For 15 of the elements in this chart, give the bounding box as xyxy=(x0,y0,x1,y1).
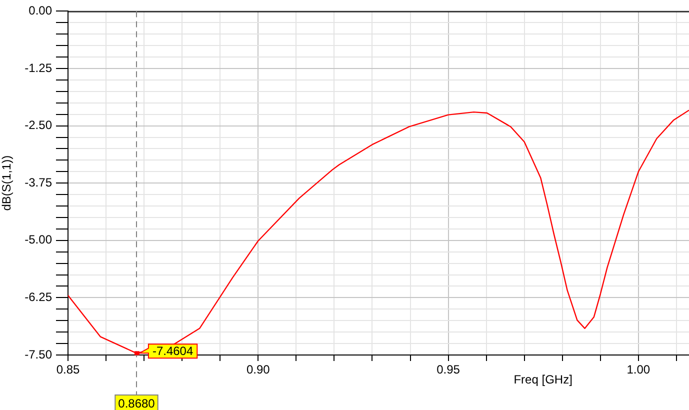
ref-line-label: 0.8680 xyxy=(118,396,156,410)
x-tick-label: 1.00 xyxy=(626,362,650,377)
y-tick-label: 0.00 xyxy=(28,4,52,18)
x-tick-label: 0.85 xyxy=(56,362,80,377)
y-tick-label: -2.50 xyxy=(24,118,52,132)
y-tick-label: -1.25 xyxy=(24,60,52,75)
x-axis-title: Freq [GHz] xyxy=(514,372,572,386)
y-tick-label: -5.00 xyxy=(24,232,52,247)
x-tick-label: 0.90 xyxy=(246,362,270,377)
y-tick-label: -3.75 xyxy=(24,175,52,190)
annotation: -7.4604 xyxy=(152,344,194,358)
y-tick-label: -7.50 xyxy=(24,347,52,362)
y-axis-title: dB(S(1,1)) xyxy=(0,155,14,211)
x-tick-label: 0.95 xyxy=(436,362,460,377)
y-tick-label: -6.25 xyxy=(24,290,52,304)
